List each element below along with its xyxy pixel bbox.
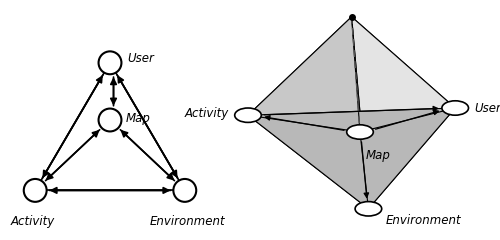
Polygon shape bbox=[248, 17, 455, 115]
Text: Activity: Activity bbox=[184, 108, 228, 120]
Text: Environment: Environment bbox=[385, 214, 461, 227]
Text: User: User bbox=[128, 52, 154, 65]
Ellipse shape bbox=[234, 108, 262, 122]
Text: Map: Map bbox=[126, 112, 150, 126]
Circle shape bbox=[98, 108, 122, 132]
Ellipse shape bbox=[442, 101, 468, 115]
Polygon shape bbox=[248, 108, 455, 209]
Circle shape bbox=[24, 179, 46, 202]
Text: Relevant Context
Information: Relevant Context Information bbox=[300, 0, 402, 1]
Ellipse shape bbox=[346, 125, 374, 139]
Polygon shape bbox=[248, 17, 368, 209]
Circle shape bbox=[98, 51, 122, 74]
Text: Activity: Activity bbox=[11, 215, 55, 228]
Text: User: User bbox=[475, 102, 500, 114]
Text: Map: Map bbox=[366, 149, 390, 162]
Polygon shape bbox=[352, 17, 455, 209]
Text: Environment: Environment bbox=[149, 215, 225, 228]
Circle shape bbox=[174, 179, 196, 202]
Ellipse shape bbox=[355, 202, 382, 216]
